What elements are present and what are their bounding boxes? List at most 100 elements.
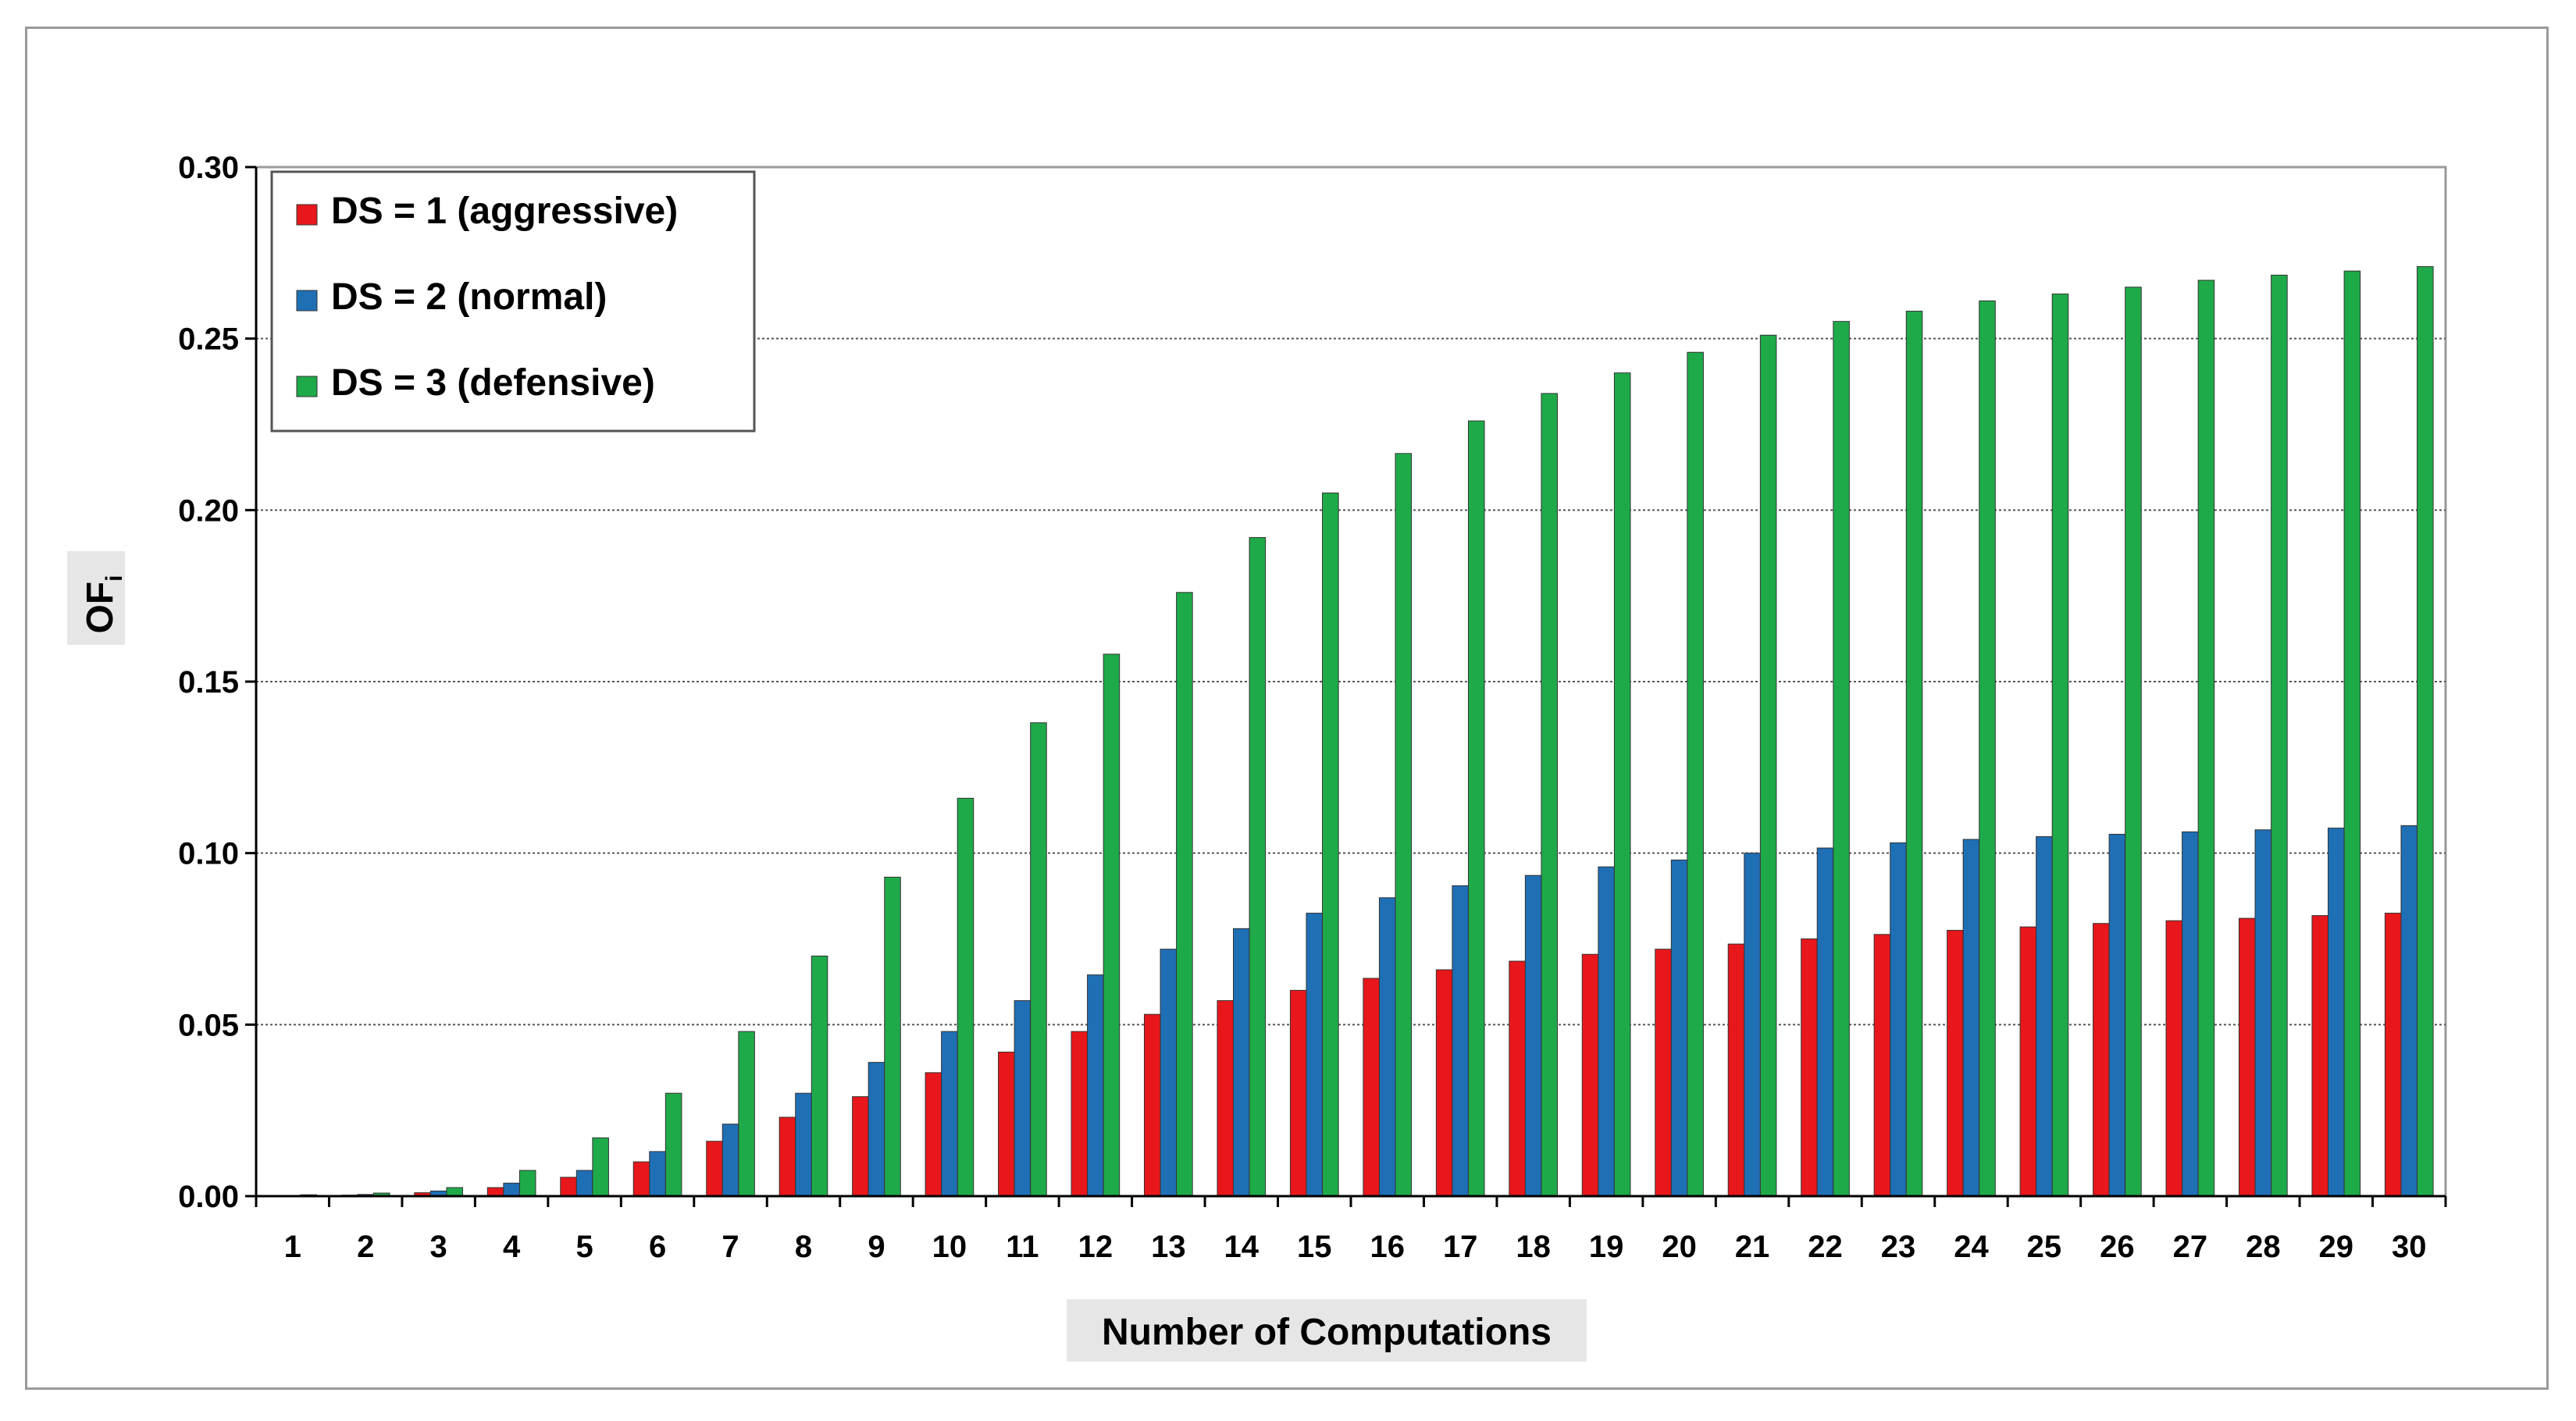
y-tick-label: 0.00: [178, 1180, 239, 1214]
bar-ds3-24: [1979, 300, 1996, 1197]
bar-ds3-17: [1467, 420, 1485, 1197]
bar-ds2-18: [1524, 874, 1542, 1197]
y-tick-label: 0.25: [178, 322, 239, 357]
x-axis-title-text: Number of Computations: [1102, 1312, 1552, 1353]
x-tick-label: 27: [2173, 1230, 2208, 1264]
bar-ds1-4: [486, 1187, 504, 1197]
bar-ds3-12: [1103, 654, 1121, 1197]
x-tick-label: 26: [2100, 1230, 2135, 1264]
bar-ds2-14: [1233, 928, 1250, 1197]
legend-swatch-ds1: [296, 204, 318, 226]
x-tick-label: 25: [2027, 1230, 2062, 1264]
y-tick-label: 0.15: [178, 665, 239, 700]
x-tick-label: 24: [1954, 1230, 1989, 1264]
x-tick-label: 12: [1078, 1230, 1113, 1264]
legend-label-ds2: DS = 2 (normal): [331, 276, 607, 318]
x-tick-label: 28: [2246, 1230, 2281, 1264]
y-tick-label: 0.05: [178, 1008, 239, 1042]
bar-ds2-28: [2254, 829, 2272, 1197]
x-tick-label: 18: [1516, 1230, 1551, 1264]
x-tick-label: 6: [649, 1230, 666, 1264]
bar-ds1-12: [1071, 1031, 1088, 1197]
legend-label-ds3: DS = 3 (defensive): [331, 362, 655, 404]
x-tick-label: 19: [1589, 1230, 1624, 1264]
bar-ds2-17: [1452, 885, 1469, 1197]
bar-ds1-18: [1509, 960, 1526, 1197]
bar-ds3-15: [1322, 492, 1339, 1197]
bar-ds2-10: [941, 1031, 958, 1197]
bar-ds2-23: [1890, 842, 1907, 1197]
legend-label-ds1: DS = 1 (aggressive): [331, 191, 678, 232]
x-tick-label: 1: [284, 1230, 301, 1264]
bar-ds1-6: [632, 1161, 650, 1197]
y-tick-label: 0.20: [178, 493, 239, 528]
y-tick-label: 0.10: [178, 837, 239, 871]
bar-ds1-27: [2165, 920, 2183, 1197]
bar-ds2-11: [1014, 1000, 1031, 1197]
bar-ds2-16: [1378, 897, 1396, 1197]
bar-ds2-8: [795, 1092, 812, 1197]
bar-ds1-29: [2311, 915, 2329, 1197]
x-tick-label: 17: [1443, 1230, 1478, 1264]
bar-ds3-11: [1030, 722, 1047, 1197]
bar-ds1-14: [1217, 1000, 1235, 1197]
x-tick-label: 20: [1662, 1230, 1697, 1264]
x-tick-label: 21: [1735, 1230, 1770, 1264]
bar-ds2-24: [1962, 839, 1980, 1197]
x-tick-label: 4: [503, 1230, 521, 1264]
bar-ds2-19: [1598, 866, 1615, 1197]
y-axis-title-subscript: i: [102, 575, 127, 582]
bar-ds3-28: [2271, 274, 2288, 1197]
x-tick-label: 5: [575, 1230, 593, 1264]
bar-ds3-25: [2051, 294, 2069, 1197]
bar-ds3-27: [2197, 280, 2215, 1197]
bar-ds2-6: [649, 1151, 666, 1197]
bar-ds3-5: [592, 1137, 609, 1197]
bar-ds3-9: [884, 876, 901, 1197]
bar-ds1-21: [1727, 943, 1745, 1197]
bar-ds3-6: [664, 1092, 682, 1197]
bar-ds1-10: [925, 1072, 942, 1197]
bar-ds1-19: [1581, 953, 1599, 1197]
bar-ds3-29: [2343, 270, 2361, 1197]
legend: DS = 1 (aggressive) DS = 2 (normal) DS = 3…: [270, 170, 756, 433]
y-axis-title: OFi: [67, 551, 127, 645]
bar-ds1-22: [1801, 938, 1818, 1197]
x-axis-title: Number of Computations: [1067, 1299, 1587, 1362]
y-axis-ticks: 0.00 0.05 0.10 0.15 0.20 0.25 0.30: [178, 151, 256, 1214]
x-tick-label: 13: [1151, 1230, 1186, 1264]
bar-ds1-7: [706, 1141, 723, 1197]
svg-text:OFi: OFi: [80, 575, 127, 634]
bar-ds2-27: [2182, 831, 2199, 1197]
bars: [268, 265, 2434, 1197]
bar-ds3-23: [1905, 311, 1923, 1197]
bar-ds2-26: [2108, 834, 2126, 1197]
bar-ds3-20: [1687, 351, 1704, 1197]
bar-ds2-21: [1744, 853, 1761, 1197]
legend-swatch-ds3: [296, 376, 318, 397]
bar-ds3-22: [1833, 321, 1850, 1197]
bar-ds2-13: [1160, 949, 1178, 1197]
bar-ds3-7: [738, 1031, 755, 1197]
x-tick-label: 23: [1881, 1230, 1916, 1264]
y-tick-label: 0.30: [178, 151, 239, 185]
x-tick-label: 9: [868, 1230, 885, 1264]
bar-ds2-5: [575, 1170, 593, 1197]
grid-lines: [256, 337, 2446, 1026]
bar-ds2-29: [2328, 828, 2345, 1197]
x-tick-label: 10: [932, 1230, 967, 1264]
x-tick-label: 16: [1370, 1230, 1405, 1264]
x-tick-label: 7: [721, 1230, 739, 1264]
bar-ds3-16: [1395, 453, 1413, 1197]
bar-ds2-12: [1087, 974, 1104, 1197]
bar-ds3-18: [1541, 393, 1559, 1197]
bar-ds1-16: [1363, 978, 1380, 1197]
x-axis-ticks: 1 2 3 4 5 6 7 8 9 10 11 12 13 14 15 16 17 18 19 20 21 22 23 24 2…: [255, 1196, 2447, 1264]
bar-ds2-15: [1306, 913, 1324, 1197]
bar-ds3-8: [811, 955, 828, 1197]
x-tick-label: 14: [1224, 1230, 1259, 1264]
bar-ds1-15: [1289, 989, 1307, 1197]
bar-ds1-13: [1143, 1013, 1161, 1197]
x-tick-label: 11: [1006, 1230, 1039, 1264]
bar-ds3-30: [2417, 265, 2434, 1197]
